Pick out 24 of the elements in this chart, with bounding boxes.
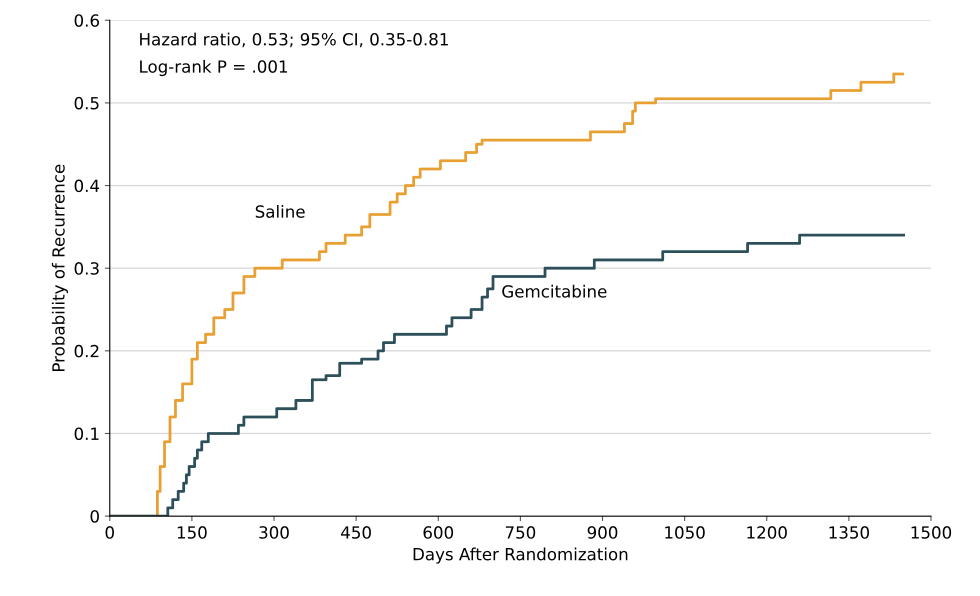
x-tick-label: 0	[106, 526, 114, 539]
x-tick-label: 600	[424, 526, 454, 539]
x-tick-label: 450	[341, 526, 371, 539]
y-axis-title: Probability of Recurrence	[52, 164, 68, 371]
annotation: Hazard ratio, 0.53; 95% CI, 0.35-0.81	[140, 32, 448, 48]
x-tick-label: 150	[178, 526, 207, 539]
y-tick-label: 0.3	[74, 262, 99, 275]
x-axis-title: Days After Randomization	[414, 548, 628, 564]
series-label: Saline	[256, 204, 305, 218]
y-tick-label: 0.2	[74, 344, 98, 358]
y-tick-label: 0.6	[74, 14, 99, 27]
x-tick-label: 300	[259, 526, 289, 539]
y-tick-label: 0.4	[74, 180, 100, 192]
x-tick-label: 1200	[747, 526, 787, 539]
y-tick-label: 0.1	[74, 427, 98, 440]
x-tick-label: 1350	[830, 526, 869, 539]
annotation: Log-rank P = .001	[140, 60, 288, 76]
x-tick-label: 1050	[665, 526, 705, 539]
series-label: Gemcitabine	[502, 284, 606, 298]
y-tick-label: 0.5	[74, 96, 99, 110]
x-tick-label: 1500	[912, 526, 952, 539]
y-tick-label: 0	[90, 510, 99, 523]
x-tick-label: 900	[588, 526, 618, 539]
x-tick-label: 750	[506, 526, 536, 539]
